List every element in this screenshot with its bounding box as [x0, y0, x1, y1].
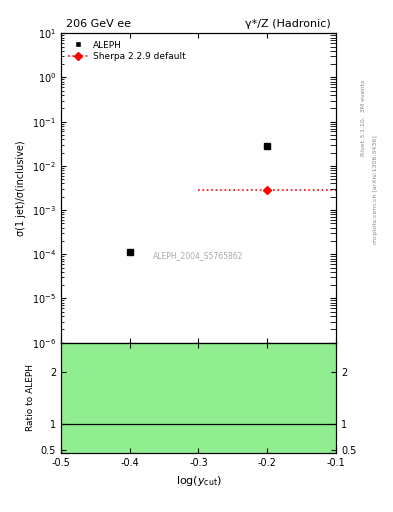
Text: Rivet 3.1.10,  3M events: Rivet 3.1.10, 3M events [361, 79, 366, 156]
X-axis label: $\log(y_\mathrm{cut})$: $\log(y_\mathrm{cut})$ [176, 474, 221, 487]
Y-axis label: Ratio to ALEPH: Ratio to ALEPH [26, 365, 35, 432]
Text: γ*/Z (Hadronic): γ*/Z (Hadronic) [245, 18, 331, 29]
Y-axis label: σ(1 jet)/σ(inclusive): σ(1 jet)/σ(inclusive) [16, 140, 26, 236]
Text: 206 GeV ee: 206 GeV ee [66, 18, 131, 29]
Text: ALEPH_2004_S5765862: ALEPH_2004_S5765862 [153, 251, 244, 261]
Legend: ALEPH, Sherpa 2.2.9 default: ALEPH, Sherpa 2.2.9 default [65, 38, 188, 64]
Text: mcplots.cern.ch [arXiv:1306.3436]: mcplots.cern.ch [arXiv:1306.3436] [373, 135, 378, 244]
